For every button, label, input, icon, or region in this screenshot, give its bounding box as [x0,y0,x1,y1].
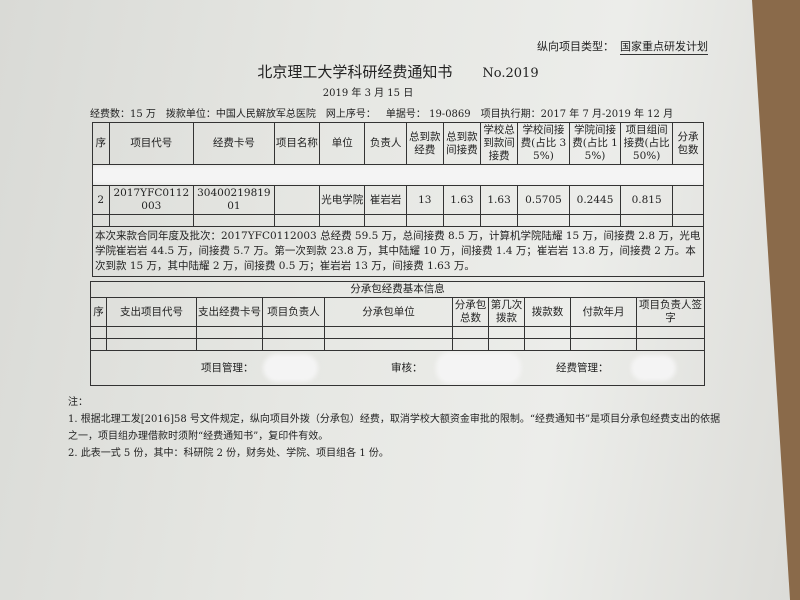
header-cell: 付款年月 [570,297,637,327]
header-cell: 分承包总数 [452,297,489,327]
document-date: 2019 年 3 月 15 日 [322,88,414,99]
sub-table-title: 分承包经费基本信息 [90,281,705,298]
sub-table: 分承包经费基本信息 序 支出项目代号 支出经费卡号 项目负责人 分承包单位 分承… [90,281,705,386]
payment-note: 本次来款合同年度及批次：2017YFC0112003 总经费 59.5 万，总间… [92,226,704,277]
empty-row [92,214,705,227]
online-no: 网上序号： [325,109,376,120]
header-cell: 负责人 [364,122,407,165]
main-table: 序 项目代号 经费卡号 项目名称 单位 负责人 总到款经费 总到款间接费 学校总… [92,122,705,277]
project-type-line: 纵向项目类型： 国家重点研发计划 [68,38,728,55]
header-cell: 第几次拨款 [488,297,525,327]
redacted-cell [92,164,704,186]
cell: 13 [405,185,444,215]
header-cell: 项目负责人签字 [636,297,705,327]
header-cell: 学校间接费(占比 35%) [517,122,570,165]
cell: 2017YFC0112003 [108,185,195,215]
header-cell: 支出经费卡号 [196,297,263,327]
notes: 注： 1. 根据北理工发[2016]58 号文件规定，纵向项目外拨（分承包）经费… [68,394,728,462]
cell [273,185,321,215]
redacted-row [92,164,704,186]
header-cell: 单位 [319,122,366,165]
cell: 1.63 [442,185,482,215]
date-line: 2019 年 3 月 15 日 [68,84,728,99]
header-cell: 项目代号 [108,122,195,165]
header-cell: 拨款数 [524,297,571,327]
note-row: 本次来款合同年度及批次：2017YFC0112003 总经费 59.5 万，总间… [92,226,704,277]
redaction-mark [263,354,318,382]
header-cell: 分承包单位 [324,297,453,327]
table-row: 2 2017YFC0112003 3040021981901 光电学院 崔岩岩 … [92,185,705,215]
cell: 0.815 [620,185,673,215]
signature-line: 项目管理： 审核： 经费管理： [92,352,704,385]
note-item-2: 2. 此表一式 5 份，其中：科研院 2 份，财务处、学院、项目组各 1 份。 [68,448,389,459]
title-line: 北京理工大学科研经费通知书 No.2019 [68,61,728,82]
header-cell: 分承包数 [671,122,705,165]
header-cell: 总到款经费 [405,122,444,165]
project-type-label: 纵向项目类型： [537,40,614,53]
project-type-value: 国家重点研发计划 [620,40,708,55]
project-mgmt-label: 项目管理： [201,361,254,374]
info-line: 经费数：15 万 拨款单位：中国人民解放军总医院 网上序号： 单据号： 19-0… [68,105,728,120]
doc-no: 单据号： 19-0869 [385,109,471,120]
redaction-mark [436,352,521,384]
header-cell: 项目组间接费(占比 50%) [620,122,673,165]
header-cell: 经费卡号 [193,122,275,165]
header-cell: 项目名称 [273,122,321,165]
empty-row [90,338,705,351]
cell [671,185,705,215]
header-cell: 序 [90,297,107,327]
cell: 崔岩岩 [364,185,407,215]
cell: 0.2445 [568,185,622,215]
main-table-header: 序 项目代号 经费卡号 项目名称 单位 负责人 总到款经费 总到款间接费 学校总… [92,122,705,165]
cell: 光电学院 [319,185,366,215]
notes-heading: 注： [68,397,88,408]
document-title: 北京理工大学科研经费通知书 [257,63,453,81]
header-cell: 序 [92,122,110,165]
header-cell: 项目负责人 [262,297,325,327]
empty-row [90,326,705,339]
review-label: 审核： [391,361,423,374]
header-cell: 总到款间接费 [442,122,482,165]
header-cell: 学院间接费(占比 15%) [568,122,622,165]
cell: 1.63 [479,185,519,215]
payer: 拨款单位：中国人民解放军总医院 [165,109,316,120]
header-cell: 支出项目代号 [106,297,197,327]
redaction-mark [631,355,676,381]
document-number: No.2019 [482,66,539,81]
redaction-mark [93,165,703,185]
signature-row: 项目管理： 审核： 经费管理： [90,350,705,386]
amount: 经费数：15 万 [90,109,156,120]
document-body: 纵向项目类型： 国家重点研发计划 北京理工大学科研经费通知书 No.2019 2… [68,38,728,462]
period: 项目执行期：2017 年 7 月-2019 年 12 月 [480,109,674,120]
header-cell: 学校总到款间接费 [479,122,519,165]
cell: 3040021981901 [193,185,275,215]
cell: 2 [92,185,110,215]
fund-mgmt-label: 经费管理： [556,361,609,374]
note-item-1: 1. 根据北理工发[2016]58 号文件规定，纵向项目外拨（分承包）经费，取消… [68,414,721,442]
cell: 0.5705 [517,185,570,215]
sub-table-header: 序 支出项目代号 支出经费卡号 项目负责人 分承包单位 分承包总数 第几次拨款 … [90,297,705,327]
